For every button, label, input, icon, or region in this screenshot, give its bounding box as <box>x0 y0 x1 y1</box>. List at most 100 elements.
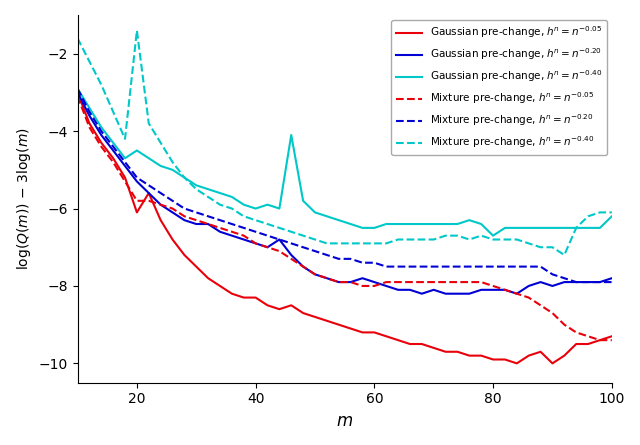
Gaussian pre-change, $h^n = n^{-0.05}$ <box>513 361 521 366</box>
Gaussian pre-change, $h^n = n^{-0.20}$ <box>145 190 152 196</box>
Mixture pre-change, $h^n = n^{-0.05}$ <box>335 279 342 285</box>
Mixture pre-change, $h^n = n^{-0.40}$ <box>561 252 568 258</box>
Mixture pre-change, $h^n = n^{-0.40}$ <box>394 237 402 242</box>
Gaussian pre-change, $h^n = n^{-0.05}$ <box>74 90 81 95</box>
Mixture pre-change, $h^n = n^{-0.40}$ <box>145 121 152 126</box>
Gaussian pre-change, $h^n = n^{-0.20}$ <box>276 237 284 242</box>
Mixture pre-change, $h^n = n^{-0.20}$ <box>418 264 426 269</box>
Gaussian pre-change, $h^n = n^{-0.05}$ <box>121 175 129 180</box>
Gaussian pre-change, $h^n = n^{-0.20}$ <box>406 287 414 292</box>
Mixture pre-change, $h^n = n^{-0.05}$ <box>180 214 188 219</box>
Mixture pre-change, $h^n = n^{-0.40}$ <box>537 245 545 250</box>
Gaussian pre-change, $h^n = n^{-0.05}$ <box>204 275 212 281</box>
Mixture pre-change, $h^n = n^{-0.20}$ <box>264 233 271 239</box>
Mixture pre-change, $h^n = n^{-0.05}$ <box>216 225 224 231</box>
Mixture pre-change, $h^n = n^{-0.40}$ <box>300 233 307 239</box>
Gaussian pre-change, $h^n = n^{-0.05}$ <box>394 337 402 343</box>
Gaussian pre-change, $h^n = n^{-0.40}$ <box>133 148 141 153</box>
Mixture pre-change, $h^n = n^{-0.40}$ <box>133 28 141 33</box>
Gaussian pre-change, $h^n = n^{-0.20}$ <box>513 291 521 296</box>
Mixture pre-change, $h^n = n^{-0.40}$ <box>572 225 580 231</box>
Mixture pre-change, $h^n = n^{-0.20}$ <box>406 264 414 269</box>
Line: Mixture pre-change, $h^n = n^{-0.20}$: Mixture pre-change, $h^n = n^{-0.20}$ <box>77 89 612 282</box>
Mixture pre-change, $h^n = n^{-0.05}$ <box>347 279 355 285</box>
Gaussian pre-change, $h^n = n^{-0.40}$ <box>74 86 81 91</box>
Mixture pre-change, $h^n = n^{-0.40}$ <box>74 36 81 41</box>
Gaussian pre-change, $h^n = n^{-0.40}$ <box>145 156 152 161</box>
Mixture pre-change, $h^n = n^{-0.20}$ <box>133 175 141 180</box>
Mixture pre-change, $h^n = n^{-0.20}$ <box>145 182 152 188</box>
Gaussian pre-change, $h^n = n^{-0.05}$ <box>418 341 426 347</box>
Mixture pre-change, $h^n = n^{-0.20}$ <box>347 256 355 262</box>
Gaussian pre-change, $h^n = n^{-0.20}$ <box>86 113 93 118</box>
Mixture pre-change, $h^n = n^{-0.05}$ <box>264 245 271 250</box>
Gaussian pre-change, $h^n = n^{-0.40}$ <box>454 221 461 227</box>
Gaussian pre-change, $h^n = n^{-0.05}$ <box>157 218 164 223</box>
Mixture pre-change, $h^n = n^{-0.05}$ <box>465 279 473 285</box>
Mixture pre-change, $h^n = n^{-0.05}$ <box>548 310 556 316</box>
Gaussian pre-change, $h^n = n^{-0.40}$ <box>157 163 164 169</box>
Gaussian pre-change, $h^n = n^{-0.20}$ <box>537 279 545 285</box>
Mixture pre-change, $h^n = n^{-0.20}$ <box>358 260 366 265</box>
Mixture pre-change, $h^n = n^{-0.20}$ <box>109 144 117 149</box>
Gaussian pre-change, $h^n = n^{-0.20}$ <box>347 279 355 285</box>
Mixture pre-change, $h^n = n^{-0.20}$ <box>216 218 224 223</box>
Mixture pre-change, $h^n = n^{-0.05}$ <box>525 295 532 300</box>
Gaussian pre-change, $h^n = n^{-0.05}$ <box>347 326 355 331</box>
Gaussian pre-change, $h^n = n^{-0.20}$ <box>465 291 473 296</box>
Mixture pre-change, $h^n = n^{-0.40}$ <box>608 210 616 215</box>
Legend: Gaussian pre-change, $h^n = n^{-0.05}$, Gaussian pre-change, $h^n = n^{-0.20}$, : Gaussian pre-change, $h^n = n^{-0.05}$, … <box>392 20 607 154</box>
Gaussian pre-change, $h^n = n^{-0.20}$ <box>572 279 580 285</box>
Gaussian pre-change, $h^n = n^{-0.20}$ <box>311 271 319 277</box>
Mixture pre-change, $h^n = n^{-0.20}$ <box>501 264 509 269</box>
Mixture pre-change, $h^n = n^{-0.05}$ <box>323 275 331 281</box>
Gaussian pre-change, $h^n = n^{-0.40}$ <box>264 202 271 207</box>
Mixture pre-change, $h^n = n^{-0.05}$ <box>394 279 402 285</box>
Mixture pre-change, $h^n = n^{-0.20}$ <box>371 260 378 265</box>
Gaussian pre-change, $h^n = n^{-0.40}$ <box>276 206 284 211</box>
Mixture pre-change, $h^n = n^{-0.05}$ <box>608 337 616 343</box>
Mixture pre-change, $h^n = n^{-0.05}$ <box>430 279 438 285</box>
Mixture pre-change, $h^n = n^{-0.40}$ <box>180 175 188 180</box>
Gaussian pre-change, $h^n = n^{-0.40}$ <box>109 140 117 146</box>
Gaussian pre-change, $h^n = n^{-0.05}$ <box>145 190 152 196</box>
Gaussian pre-change, $h^n = n^{-0.20}$ <box>430 287 438 292</box>
Mixture pre-change, $h^n = n^{-0.05}$ <box>537 303 545 308</box>
Gaussian pre-change, $h^n = n^{-0.40}$ <box>406 221 414 227</box>
Mixture pre-change, $h^n = n^{-0.05}$ <box>204 221 212 227</box>
Mixture pre-change, $h^n = n^{-0.05}$ <box>572 330 580 335</box>
Mixture pre-change, $h^n = n^{-0.20}$ <box>74 86 81 91</box>
Mixture pre-change, $h^n = n^{-0.05}$ <box>287 256 295 262</box>
Mixture pre-change, $h^n = n^{-0.20}$ <box>454 264 461 269</box>
Gaussian pre-change, $h^n = n^{-0.20}$ <box>442 291 449 296</box>
Mixture pre-change, $h^n = n^{-0.05}$ <box>228 229 236 235</box>
Gaussian pre-change, $h^n = n^{-0.40}$ <box>418 221 426 227</box>
Mixture pre-change, $h^n = n^{-0.05}$ <box>311 271 319 277</box>
Mixture pre-change, $h^n = n^{-0.40}$ <box>371 241 378 246</box>
Mixture pre-change, $h^n = n^{-0.40}$ <box>501 237 509 242</box>
Gaussian pre-change, $h^n = n^{-0.05}$ <box>430 345 438 351</box>
Mixture pre-change, $h^n = n^{-0.40}$ <box>347 241 355 246</box>
Mixture pre-change, $h^n = n^{-0.20}$ <box>382 264 390 269</box>
Mixture pre-change, $h^n = n^{-0.20}$ <box>561 275 568 281</box>
Gaussian pre-change, $h^n = n^{-0.05}$ <box>216 283 224 289</box>
Mixture pre-change, $h^n = n^{-0.20}$ <box>240 225 248 231</box>
Gaussian pre-change, $h^n = n^{-0.40}$ <box>86 105 93 110</box>
Gaussian pre-change, $h^n = n^{-0.20}$ <box>358 275 366 281</box>
Gaussian pre-change, $h^n = n^{-0.20}$ <box>371 279 378 285</box>
Gaussian pre-change, $h^n = n^{-0.40}$ <box>347 221 355 227</box>
Mixture pre-change, $h^n = n^{-0.40}$ <box>287 229 295 235</box>
Gaussian pre-change, $h^n = n^{-0.20}$ <box>264 245 271 250</box>
Mixture pre-change, $h^n = n^{-0.20}$ <box>513 264 521 269</box>
Gaussian pre-change, $h^n = n^{-0.05}$ <box>276 307 284 312</box>
Gaussian pre-change, $h^n = n^{-0.20}$ <box>596 279 604 285</box>
Gaussian pre-change, $h^n = n^{-0.05}$ <box>109 156 117 161</box>
Gaussian pre-change, $h^n = n^{-0.40}$ <box>335 218 342 223</box>
Mixture pre-change, $h^n = n^{-0.20}$ <box>537 264 545 269</box>
Gaussian pre-change, $h^n = n^{-0.20}$ <box>74 90 81 95</box>
Mixture pre-change, $h^n = n^{-0.05}$ <box>513 291 521 296</box>
Gaussian pre-change, $h^n = n^{-0.05}$ <box>489 357 497 362</box>
Gaussian pre-change, $h^n = n^{-0.40}$ <box>489 233 497 239</box>
Mixture pre-change, $h^n = n^{-0.05}$ <box>584 334 592 339</box>
Mixture pre-change, $h^n = n^{-0.40}$ <box>418 237 426 242</box>
